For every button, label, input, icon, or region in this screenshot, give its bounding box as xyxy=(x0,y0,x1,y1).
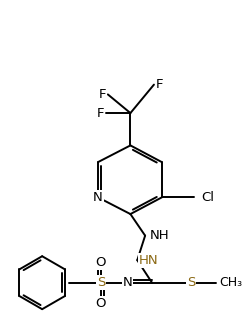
Text: S: S xyxy=(187,276,195,289)
Text: F: F xyxy=(96,107,104,120)
Text: N: N xyxy=(123,276,132,289)
Text: HN: HN xyxy=(139,254,159,267)
Text: CH₃: CH₃ xyxy=(220,276,243,289)
Text: S: S xyxy=(97,276,105,289)
Text: N: N xyxy=(93,191,103,204)
Text: NH: NH xyxy=(150,229,170,242)
Text: F: F xyxy=(98,88,106,101)
Text: O: O xyxy=(96,256,106,269)
Text: O: O xyxy=(96,297,106,310)
Text: F: F xyxy=(156,78,164,91)
Text: Cl: Cl xyxy=(201,191,214,204)
